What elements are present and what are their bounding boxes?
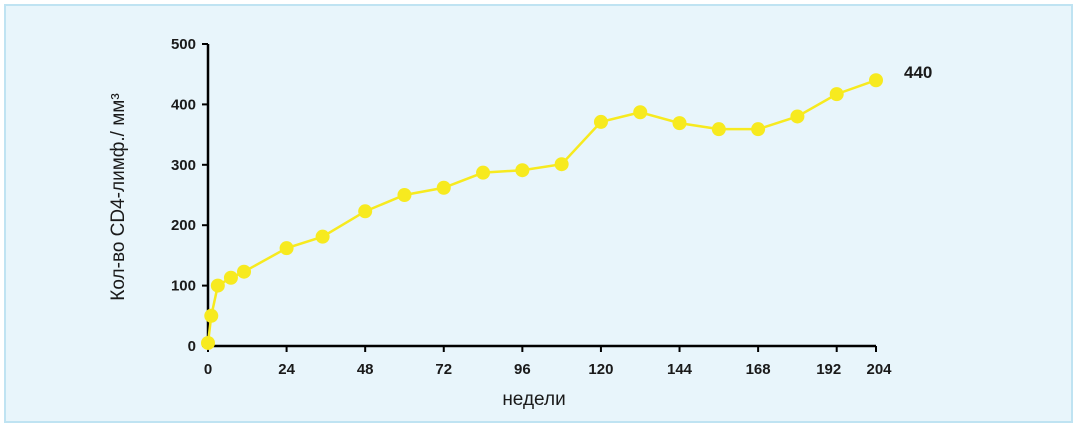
data-point [869,73,883,88]
data-point [210,278,225,293]
x-tick-label: 144 [667,361,693,378]
data-points [201,73,883,350]
data-point [672,116,687,131]
x-tick-label: 120 [588,361,613,378]
data-point [204,308,219,323]
data-point [397,188,412,202]
y-tick-label: 200 [171,217,196,234]
axes [206,44,876,348]
data-point [358,204,373,219]
data-point [279,241,294,256]
y-tick-label: 0 [188,338,196,355]
y-tick-label: 300 [171,157,196,174]
x-tick-label: 72 [435,361,452,378]
x-tick-label: 168 [746,361,771,378]
x-tick-label: 0 [204,361,212,378]
data-point [829,87,844,102]
data-point [711,122,726,137]
y-tick-label: 400 [171,96,196,113]
y-tick-label: 100 [171,278,196,295]
data-point [593,114,608,129]
data-point [436,180,451,195]
ticks: 0 100 200 300 400 500 0 24 48 72 96 120 144 168 192 204 [171,36,892,378]
data-point [751,122,766,137]
data-point [223,270,238,285]
chart-panel [4,4,1073,423]
x-tick-label: 24 [278,361,295,378]
x-tick-label: 96 [514,361,531,378]
data-point [315,229,330,244]
data-point [515,163,530,178]
y-axis-title: Кол-во CD4-лимф./ мм³ [108,93,129,300]
x-tick-label: 204 [866,361,892,378]
data-point [237,264,252,279]
annotation-440: 440 [904,63,932,82]
data-point [790,109,805,124]
data-point [554,157,569,172]
y-tick-label: 500 [171,36,196,53]
x-tick-label: 192 [816,361,841,378]
data-point [476,165,491,180]
data-point [201,335,215,350]
x-tick-label: 48 [357,361,374,378]
series-line [206,79,877,344]
data-point [633,105,648,120]
x-axis-title: недели [502,389,565,410]
